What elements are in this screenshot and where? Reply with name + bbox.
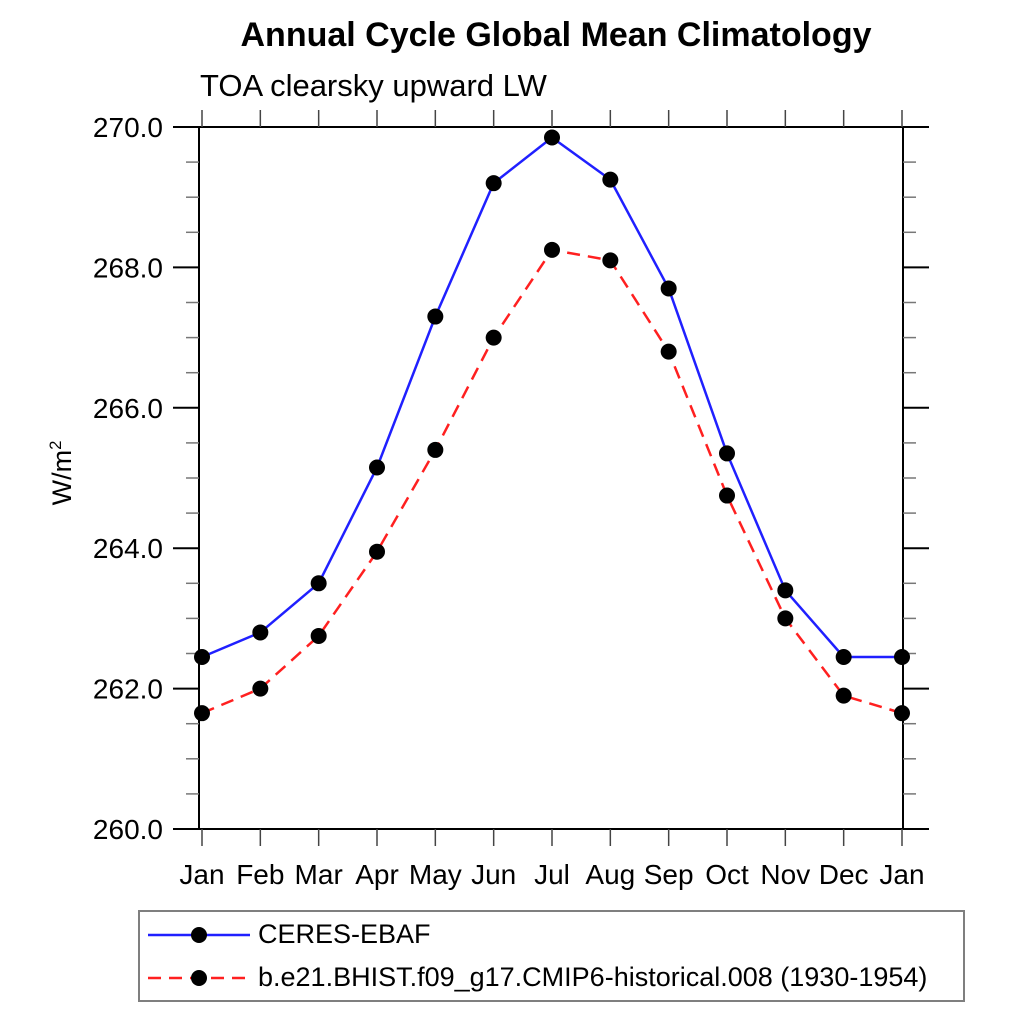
data-point-marker — [835, 687, 852, 704]
x-axis-tick-label: Sep — [644, 859, 694, 890]
legend-line-sample-solid — [148, 926, 250, 943]
y-axis-tick-label: 264.0 — [93, 533, 163, 564]
x-axis-tick-label: Aug — [585, 859, 635, 890]
data-point-marker — [427, 308, 444, 325]
data-point-marker — [719, 487, 735, 504]
data-point-marker — [777, 582, 794, 599]
data-point-marker — [194, 705, 210, 722]
data-point-marker — [310, 575, 327, 592]
x-axis-tick-label: Nov — [760, 859, 810, 890]
data-point-marker — [894, 649, 910, 666]
data-point-marker — [602, 171, 619, 188]
data-point-marker — [660, 343, 677, 360]
series-line-0 — [201, 136, 902, 659]
legend-label-ceres-ebaf: CERES-EBAF — [258, 919, 431, 949]
data-point-marker — [544, 129, 560, 146]
data-point-marker — [485, 175, 502, 192]
legend-box: CERES-EBAF b.e21.BHIST.f09_g17.CMIP6-his… — [138, 910, 965, 1002]
x-axis-tick-label: May — [409, 859, 462, 890]
legend-marker-dot — [191, 969, 207, 986]
x-axis-tick-label: Oct — [705, 859, 749, 890]
y-axis-tick-label: 268.0 — [93, 252, 163, 283]
data-point-marker — [427, 441, 444, 458]
y-axis-tick-label: 260.0 — [93, 814, 163, 845]
chart-title: Annual Cycle Global Mean Climatology — [240, 16, 872, 54]
legend-item-ceres-ebaf: CERES-EBAF — [144, 913, 963, 956]
x-axis-tick-label: Feb — [236, 859, 284, 890]
y-axis-tick-label: 270.0 — [93, 112, 163, 143]
chart-subtitle: TOA clearsky upward LW — [200, 68, 547, 103]
legend-label-model-run: b.e21.BHIST.f09_g17.CMIP6-historical.008… — [258, 962, 928, 992]
data-point-marker — [194, 649, 210, 666]
data-point-marker — [835, 649, 852, 666]
legend-marker-dot — [191, 926, 207, 943]
data-point-marker — [369, 459, 385, 476]
legend-line-sample-dashed — [148, 969, 250, 986]
plot-border — [198, 126, 904, 830]
y-axis-tick-label: 266.0 — [93, 393, 163, 424]
x-axis-tick-label: Jun — [471, 859, 516, 890]
data-point-marker — [602, 252, 619, 269]
data-point-marker — [894, 705, 910, 722]
x-axis-tick-label: Jan — [879, 859, 924, 890]
legend-item-model-run: b.e21.BHIST.f09_g17.CMIP6-historical.008… — [144, 956, 963, 999]
x-axis-tick-label: Jan — [179, 859, 224, 890]
data-point-marker — [252, 624, 269, 641]
data-point-marker — [310, 627, 327, 644]
x-axis-tick-label: Jul — [534, 859, 570, 890]
data-point-marker — [719, 445, 735, 462]
x-axis-tick-label: Apr — [355, 859, 399, 890]
data-point-marker — [252, 680, 269, 697]
series-line-1 — [201, 248, 903, 715]
data-point-marker — [544, 241, 560, 258]
data-point-marker — [485, 329, 502, 346]
data-point-marker — [660, 280, 677, 297]
x-axis-tick-label: Mar — [295, 859, 343, 890]
y-axis-tick-label: 262.0 — [93, 674, 163, 705]
data-point-marker — [369, 543, 385, 560]
data-point-marker — [777, 610, 794, 627]
x-axis-tick-label: Dec — [819, 859, 869, 890]
